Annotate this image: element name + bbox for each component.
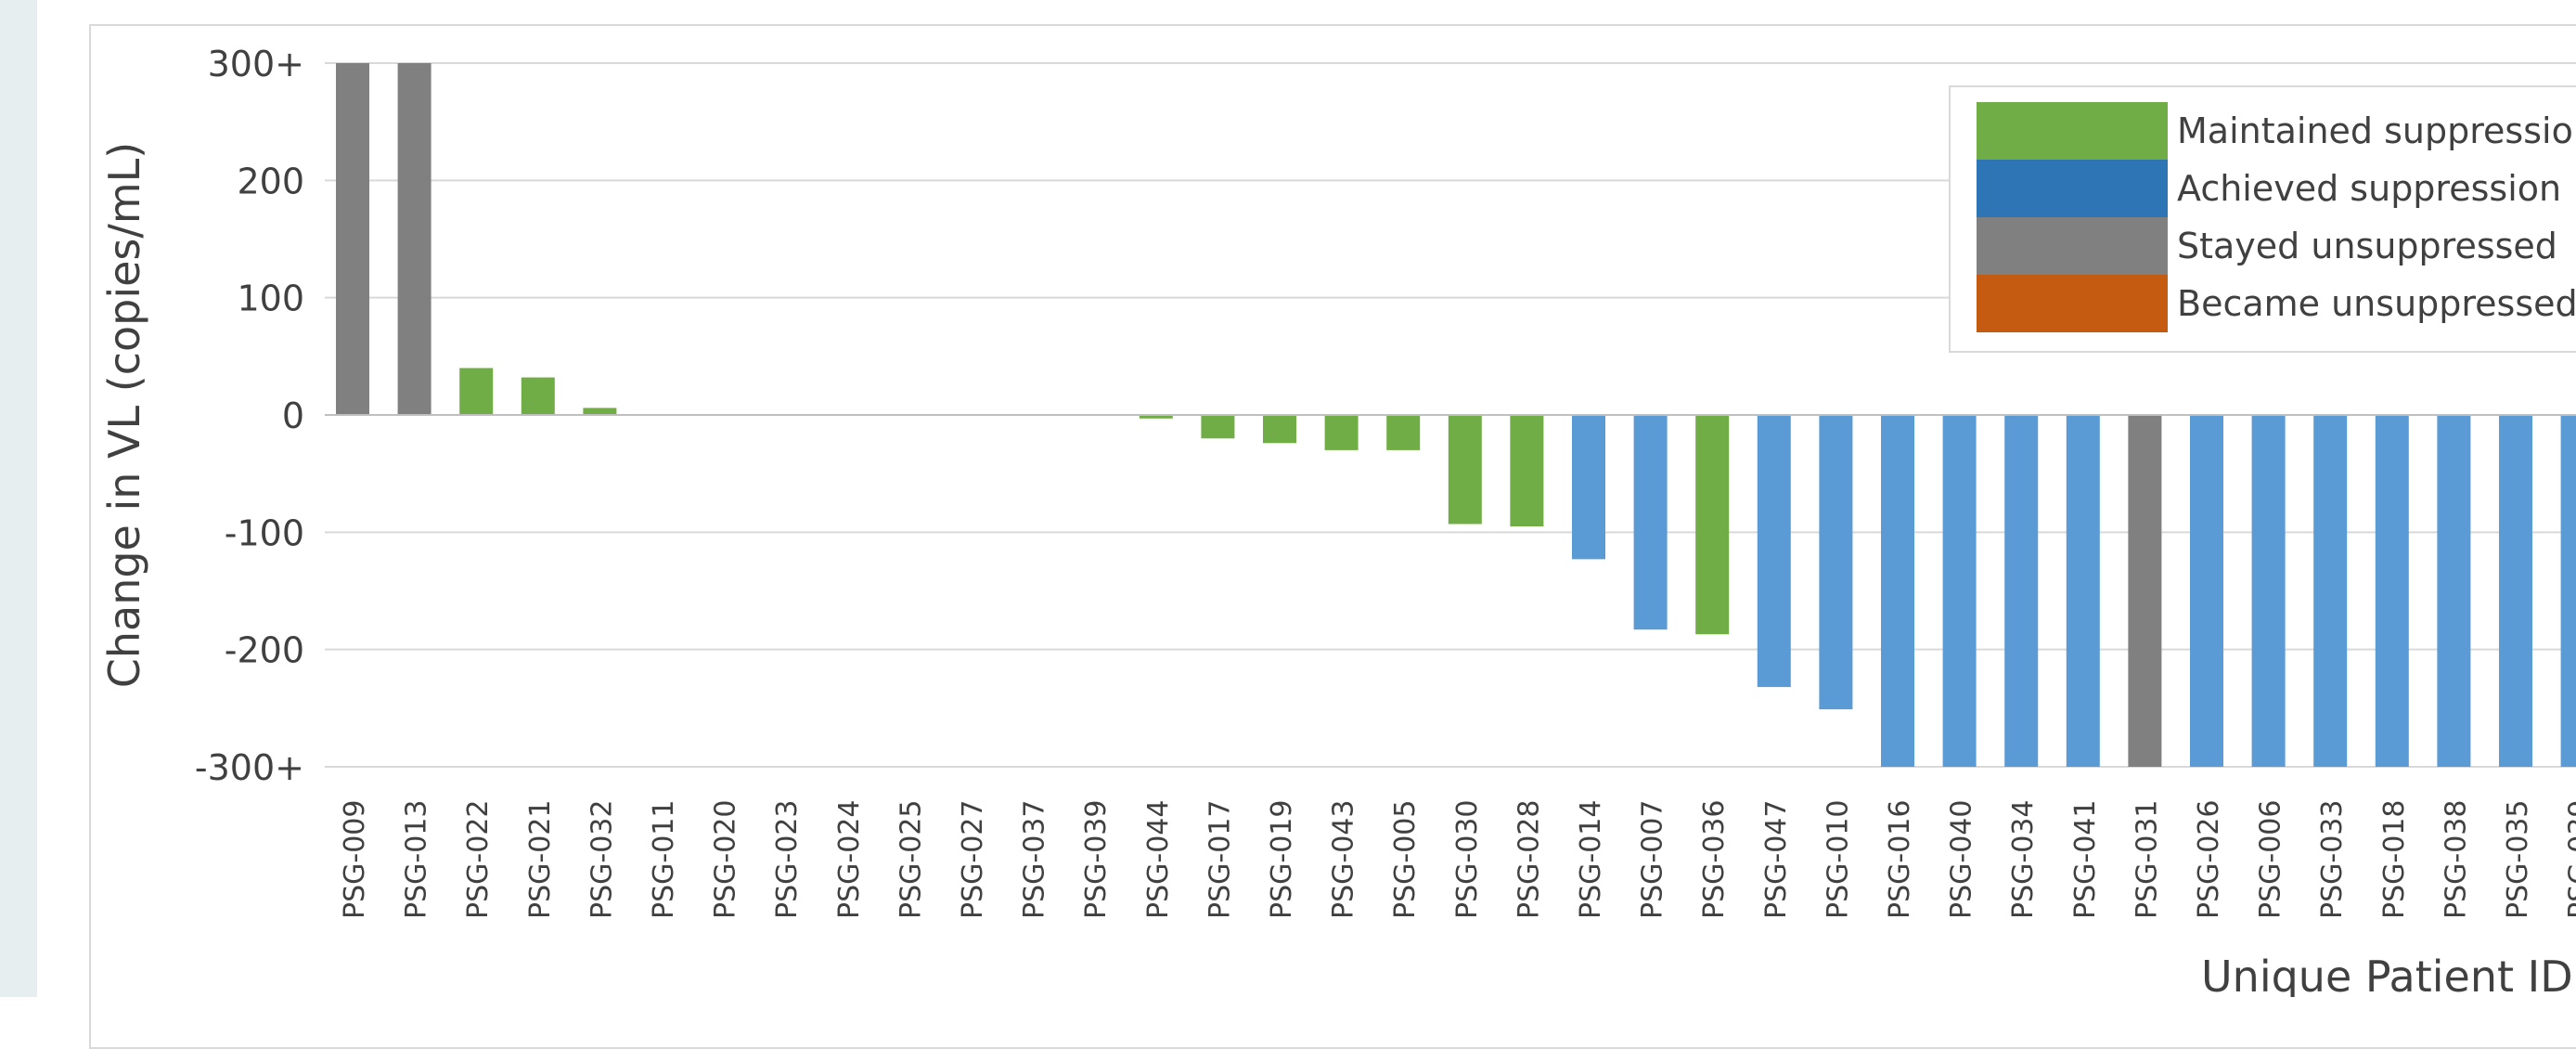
x-tick-label: PSG-033 [2316, 800, 2349, 919]
x-tick-label: PSG-025 [895, 800, 927, 919]
x-tick-label: PSG-006 [2255, 800, 2287, 919]
x-tick-label: PSG-035 [2502, 800, 2534, 919]
x-tick-label: PSG-007 [1637, 800, 1669, 919]
bar-psg-041 [2066, 415, 2100, 767]
x-tick-label: PSG-022 [462, 800, 495, 919]
legend-item-achieved: Achieved suppression [1977, 160, 2561, 217]
x-tick-label: PSG-023 [771, 800, 804, 919]
y-tick-label: 200 [237, 161, 304, 201]
bar-psg-009 [336, 63, 369, 415]
bar-psg-034 [2004, 415, 2039, 767]
bar-psg-038 [2437, 415, 2471, 767]
x-tick-label: PSG-034 [2007, 800, 2040, 919]
y-tick-label: 100 [237, 278, 304, 319]
x-tick-label: PSG-026 [2193, 800, 2225, 919]
x-tick-label: PSG-041 [2069, 800, 2102, 919]
y-tick-label: 300+ [208, 44, 304, 84]
x-tick-label: PSG-036 [1698, 800, 1731, 919]
legend-label: Maintained suppression [2177, 110, 2576, 151]
x-tick-label: PSG-030 [1451, 800, 1484, 919]
bar-psg-035 [2499, 415, 2532, 767]
bar-psg-019 [1263, 415, 1296, 444]
x-tick-label: PSG-013 [401, 800, 433, 919]
bar-psg-028 [1510, 415, 1544, 527]
legend-item-stayed: Stayed unsuppressed [1977, 217, 2557, 275]
bar-psg-026 [2190, 415, 2223, 767]
bar-psg-032 [583, 408, 617, 415]
bars [336, 63, 2576, 767]
chart-legend: Maintained suppression Achieved suppress… [1949, 85, 2576, 353]
x-tick-label: PSG-016 [1884, 800, 1916, 919]
bar-psg-013 [397, 63, 431, 415]
bar-psg-030 [1448, 415, 1482, 524]
bar-psg-006 [2251, 415, 2286, 767]
x-axis-ticks: PSG-009 PSG-013 PSG-022 PSG-021 PSG-032 PSG-0… [339, 800, 2576, 919]
y-tick-label: -100 [225, 512, 304, 553]
x-tick-label: PSG-010 [1822, 800, 1854, 919]
legend-label: Stayed unsuppressed [2177, 226, 2557, 266]
x-tick-label: PSG-038 [2440, 800, 2472, 919]
bar-psg-040 [1942, 415, 1977, 767]
legend-item-became: Became unsuppressed [1977, 275, 2576, 332]
y-tick-label: -200 [225, 630, 304, 671]
x-tick-label: PSG-039 [2564, 800, 2576, 919]
legend-label: Achieved suppression [2177, 168, 2562, 209]
legend-swatch-became [1977, 275, 2168, 332]
bar-psg-021 [521, 377, 555, 415]
bar-psg-031 [2128, 415, 2162, 767]
bar-psg-010 [1819, 415, 1853, 710]
left-margin-strip [0, 0, 37, 997]
x-tick-label: PSG-031 [2131, 800, 2163, 919]
x-tick-label: PSG-018 [2378, 800, 2411, 919]
legend-swatch-achieved [1977, 160, 2168, 217]
x-tick-label: PSG-005 [1389, 800, 1422, 919]
x-tick-label: PSG-032 [586, 800, 618, 919]
x-tick-label: PSG-040 [1946, 800, 1978, 919]
bar-psg-044 [1139, 415, 1173, 419]
legend-label: Became unsuppressed [2177, 283, 2576, 324]
bar-psg-014 [1572, 415, 1605, 560]
x-tick-label: PSG-028 [1513, 800, 1545, 919]
x-tick-label: PSG-027 [957, 800, 989, 919]
x-axis-label: Unique Patient ID [2201, 952, 2573, 997]
bar-psg-017 [1201, 415, 1235, 439]
x-tick-label: PSG-043 [1328, 800, 1360, 919]
x-tick-label: PSG-044 [1142, 800, 1175, 919]
bar-psg-033 [2313, 415, 2348, 767]
bar-psg-016 [1881, 415, 1914, 767]
y-tick-label: -300+ [195, 747, 304, 788]
x-tick-label: PSG-014 [1575, 800, 1607, 919]
legend-swatch-stayed [1977, 217, 2168, 275]
x-tick-label: PSG-037 [1019, 800, 1051, 919]
legend-swatch-maintained [1977, 102, 2168, 160]
x-tick-label: PSG-011 [648, 800, 680, 919]
bar-psg-007 [1633, 415, 1668, 630]
bar-psg-047 [1757, 415, 1791, 688]
x-tick-label: PSG-009 [339, 800, 371, 919]
x-tick-label: PSG-021 [524, 800, 557, 919]
bar-psg-022 [459, 368, 494, 415]
x-tick-label: PSG-019 [1266, 800, 1298, 919]
x-tick-label: PSG-047 [1760, 800, 1793, 919]
bar-psg-043 [1324, 415, 1359, 450]
x-tick-label: PSG-039 [1080, 800, 1113, 919]
bar-psg-039 [2560, 415, 2576, 767]
bar-psg-036 [1695, 415, 1730, 635]
y-axis-label: Change in VL (copies/mL) [99, 142, 149, 689]
bar-psg-018 [2375, 415, 2409, 767]
bar-psg-005 [1386, 415, 1421, 450]
y-tick-label: 0 [282, 395, 304, 436]
y-axis-ticks: 300+ 200 100 0 -100 -200 -300+ [195, 44, 304, 788]
x-tick-label: PSG-024 [833, 800, 866, 919]
x-tick-label: PSG-017 [1204, 800, 1236, 919]
x-tick-label: PSG-020 [710, 800, 742, 919]
legend-item-maintained: Maintained suppression [1977, 102, 2576, 160]
